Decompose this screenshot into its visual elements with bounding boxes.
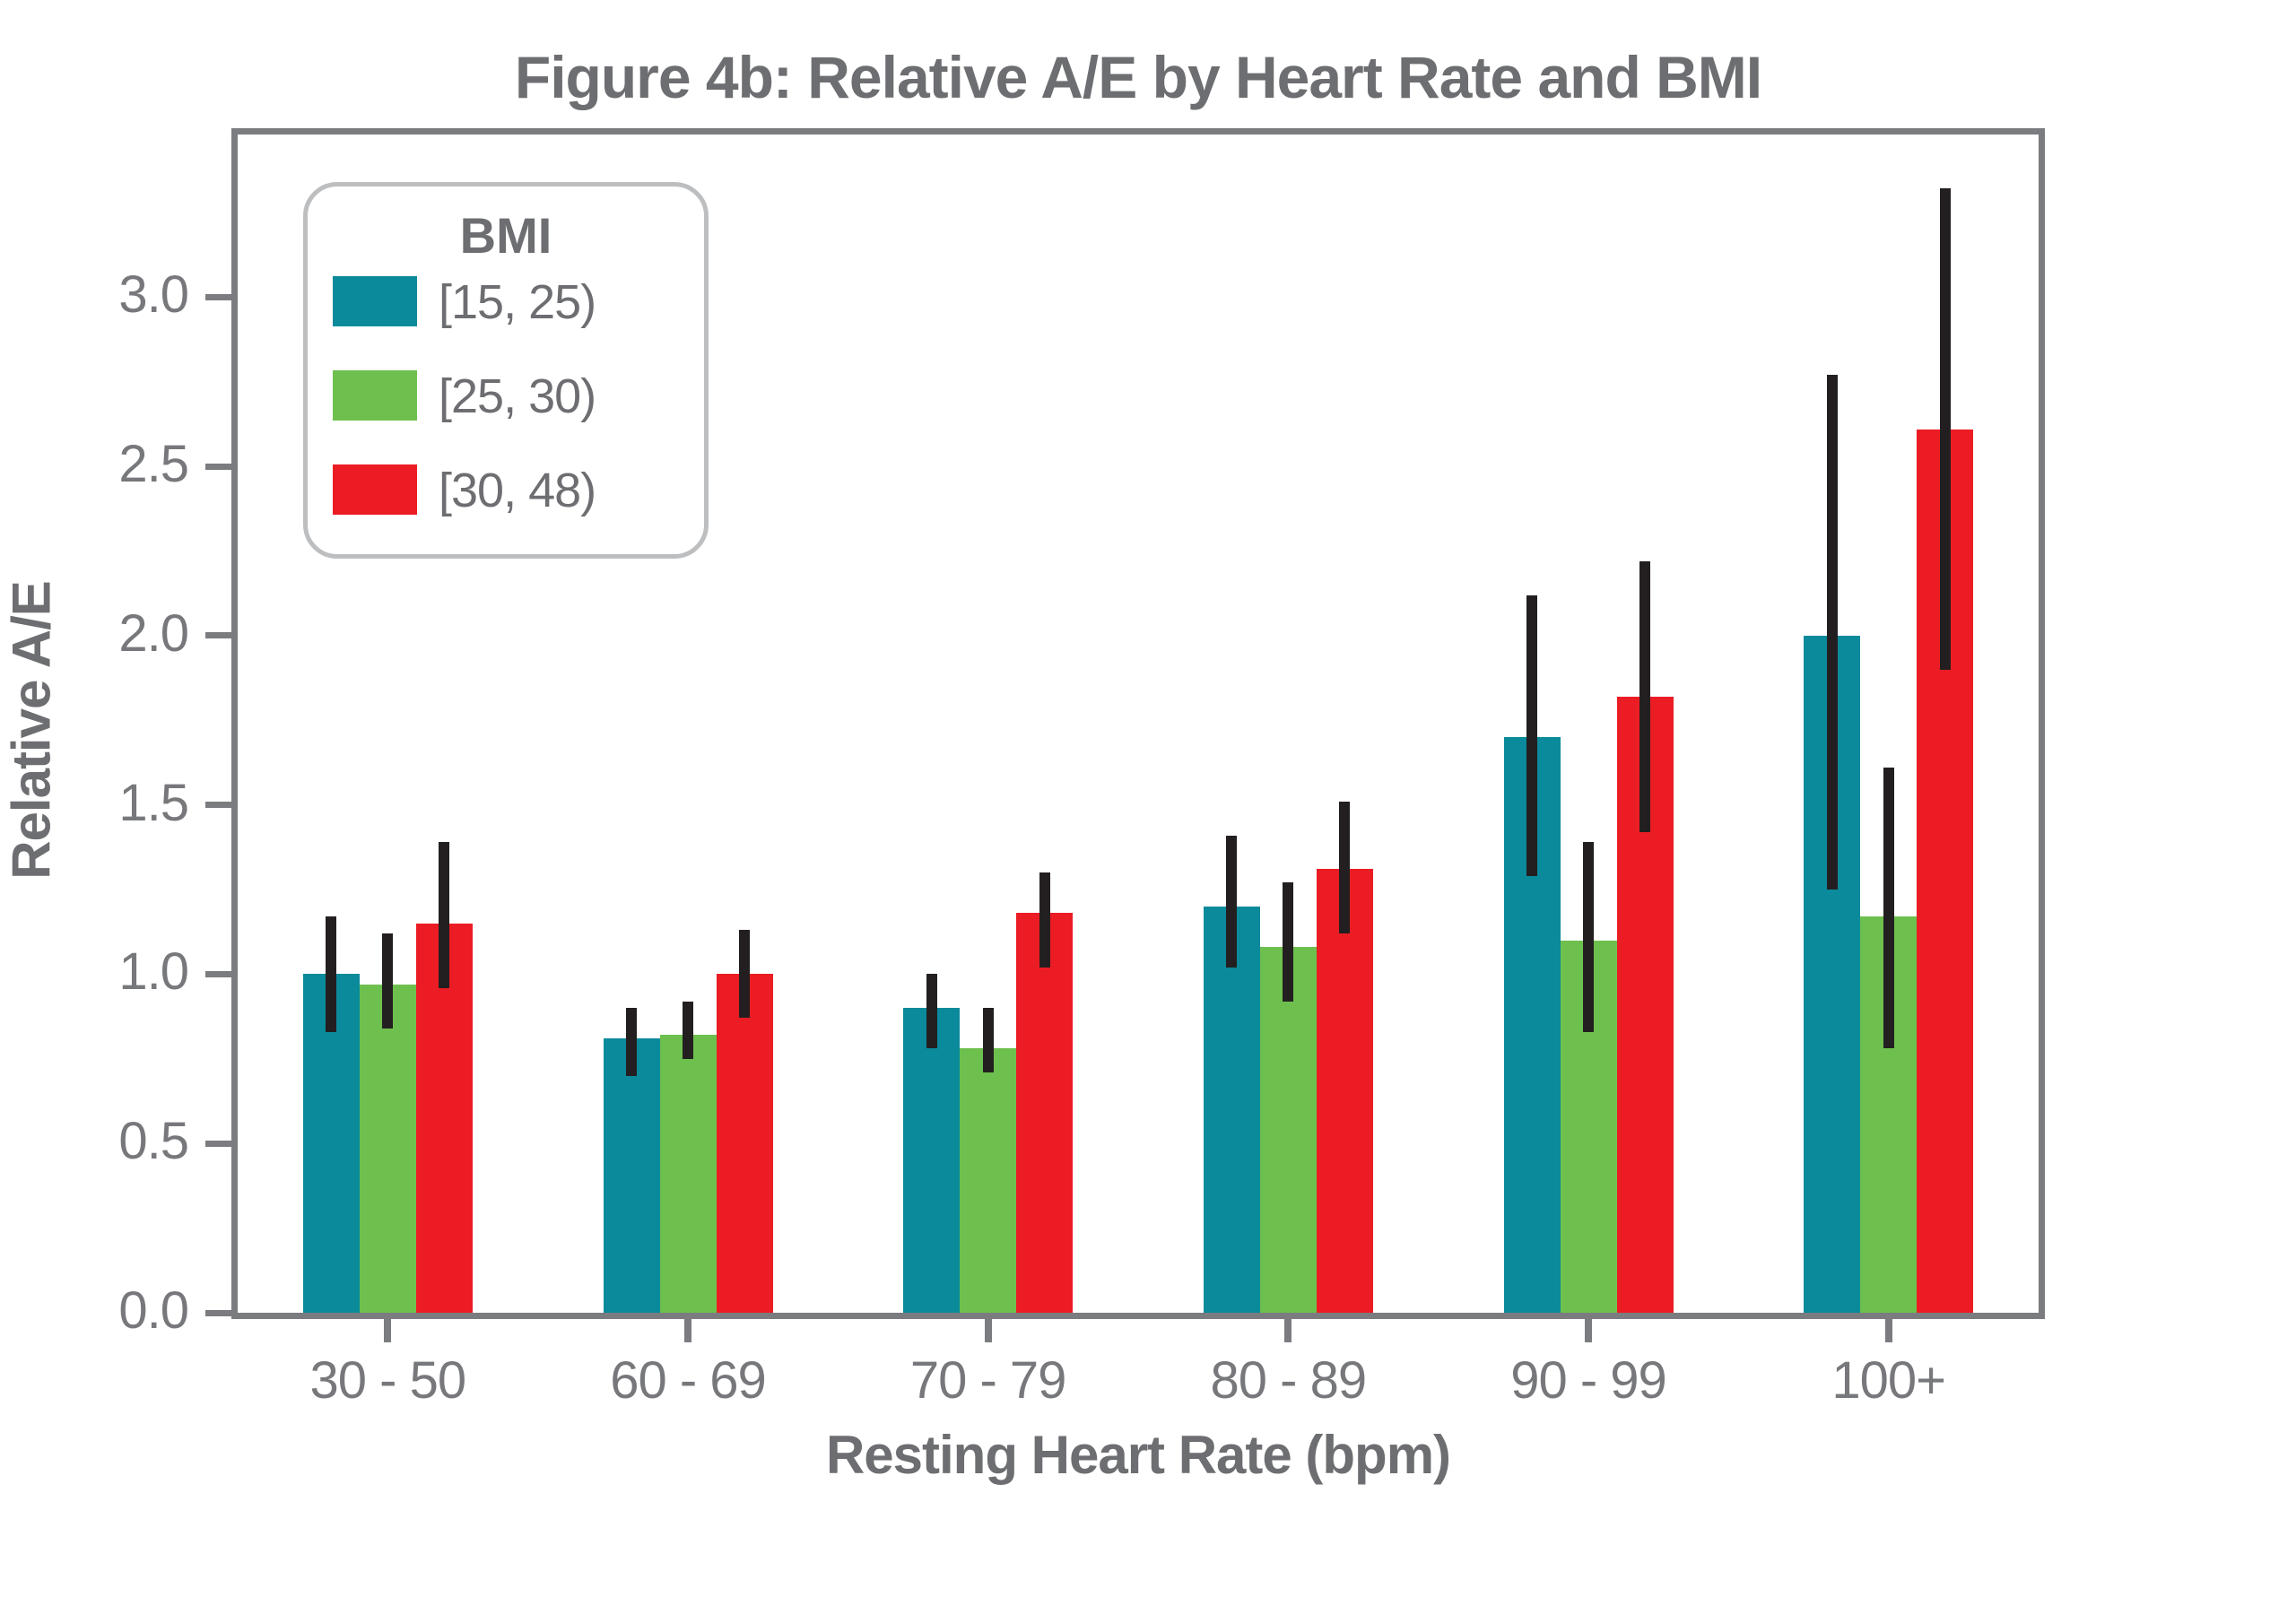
legend-swatch (333, 276, 417, 326)
error-bar (1226, 835, 1238, 968)
y-tick-label: 0.5 (118, 1112, 189, 1171)
x-axis-label: Resting Heart Rate (bpm) (825, 1425, 1451, 1485)
x-tick-label: 30 - 50 (309, 1351, 467, 1410)
y-tick-mark (205, 1309, 236, 1316)
plot-area-border (231, 128, 2045, 1319)
y-tick-label: 2.5 (118, 435, 189, 494)
error-bar (626, 1008, 637, 1076)
x-tick-mark (1284, 1313, 1292, 1342)
bar (415, 923, 473, 1313)
error-bar (1339, 801, 1351, 934)
x-tick-mark (1884, 1313, 1892, 1342)
x-tick-mark (684, 1313, 691, 1342)
bar (359, 984, 416, 1313)
y-tick-mark (205, 970, 236, 977)
legend-item: [30, 48) (333, 463, 683, 517)
legend-item: [25, 30) (333, 369, 683, 423)
y-tick-mark (205, 802, 236, 809)
y-tick-label: 1.5 (118, 773, 189, 832)
error-bar (1883, 768, 1894, 1049)
error-bar (1039, 872, 1050, 968)
legend-swatch (333, 370, 417, 421)
legend-item-label: [30, 48) (439, 464, 596, 517)
chart-title: Figure 4b: Relative A/E by Heart Rate an… (514, 44, 1762, 110)
bar (1259, 947, 1317, 1313)
error-bar (439, 842, 450, 988)
y-tick-label: 0.0 (118, 1281, 189, 1340)
error-bar (739, 930, 750, 1019)
bar (903, 1008, 961, 1313)
bar (603, 1038, 660, 1313)
bar (1316, 869, 1373, 1313)
x-tick-label: 90 - 99 (1510, 1351, 1667, 1410)
y-tick-label: 3.0 (118, 265, 189, 325)
x-tick-mark (1585, 1313, 1592, 1342)
bar (1203, 906, 1260, 1313)
y-tick-mark (205, 293, 236, 300)
legend-item-label: [25, 30) (439, 369, 596, 423)
error-bar (1939, 188, 1951, 670)
x-tick-label: 70 - 79 (909, 1351, 1067, 1410)
error-bar (1826, 375, 1838, 890)
x-tick-label: 80 - 89 (1210, 1351, 1368, 1410)
x-tick-mark (384, 1313, 392, 1342)
x-tick-label: 60 - 69 (610, 1351, 767, 1410)
x-tick-mark (984, 1313, 992, 1342)
bar (1016, 913, 1074, 1313)
error-bar (1283, 882, 1294, 1002)
y-tick-label: 1.0 (118, 942, 189, 1002)
error-bar (683, 1001, 693, 1059)
bar (960, 1048, 1017, 1313)
x-tick-label: 100+ (1831, 1351, 1946, 1410)
error-bar (1583, 842, 1594, 1032)
legend: BMI [15, 25) [25, 30) [30, 48) (303, 182, 709, 559)
error-bar (1639, 560, 1650, 832)
error-bar (926, 974, 937, 1049)
y-tick-label: 2.0 (118, 603, 189, 663)
error-bar (382, 933, 394, 1028)
legend-item: [15, 25) (333, 274, 683, 329)
y-tick-mark (205, 1140, 236, 1147)
y-tick-mark (205, 463, 236, 470)
legend-item-label: [15, 25) (439, 275, 596, 329)
error-bar (1526, 595, 1537, 876)
legend-title: BMI (459, 207, 552, 264)
bar (716, 974, 773, 1313)
y-tick-mark (205, 632, 236, 639)
legend-swatch (333, 464, 417, 515)
error-bar (982, 1008, 994, 1072)
error-bar (326, 916, 337, 1032)
bar (659, 1035, 717, 1313)
